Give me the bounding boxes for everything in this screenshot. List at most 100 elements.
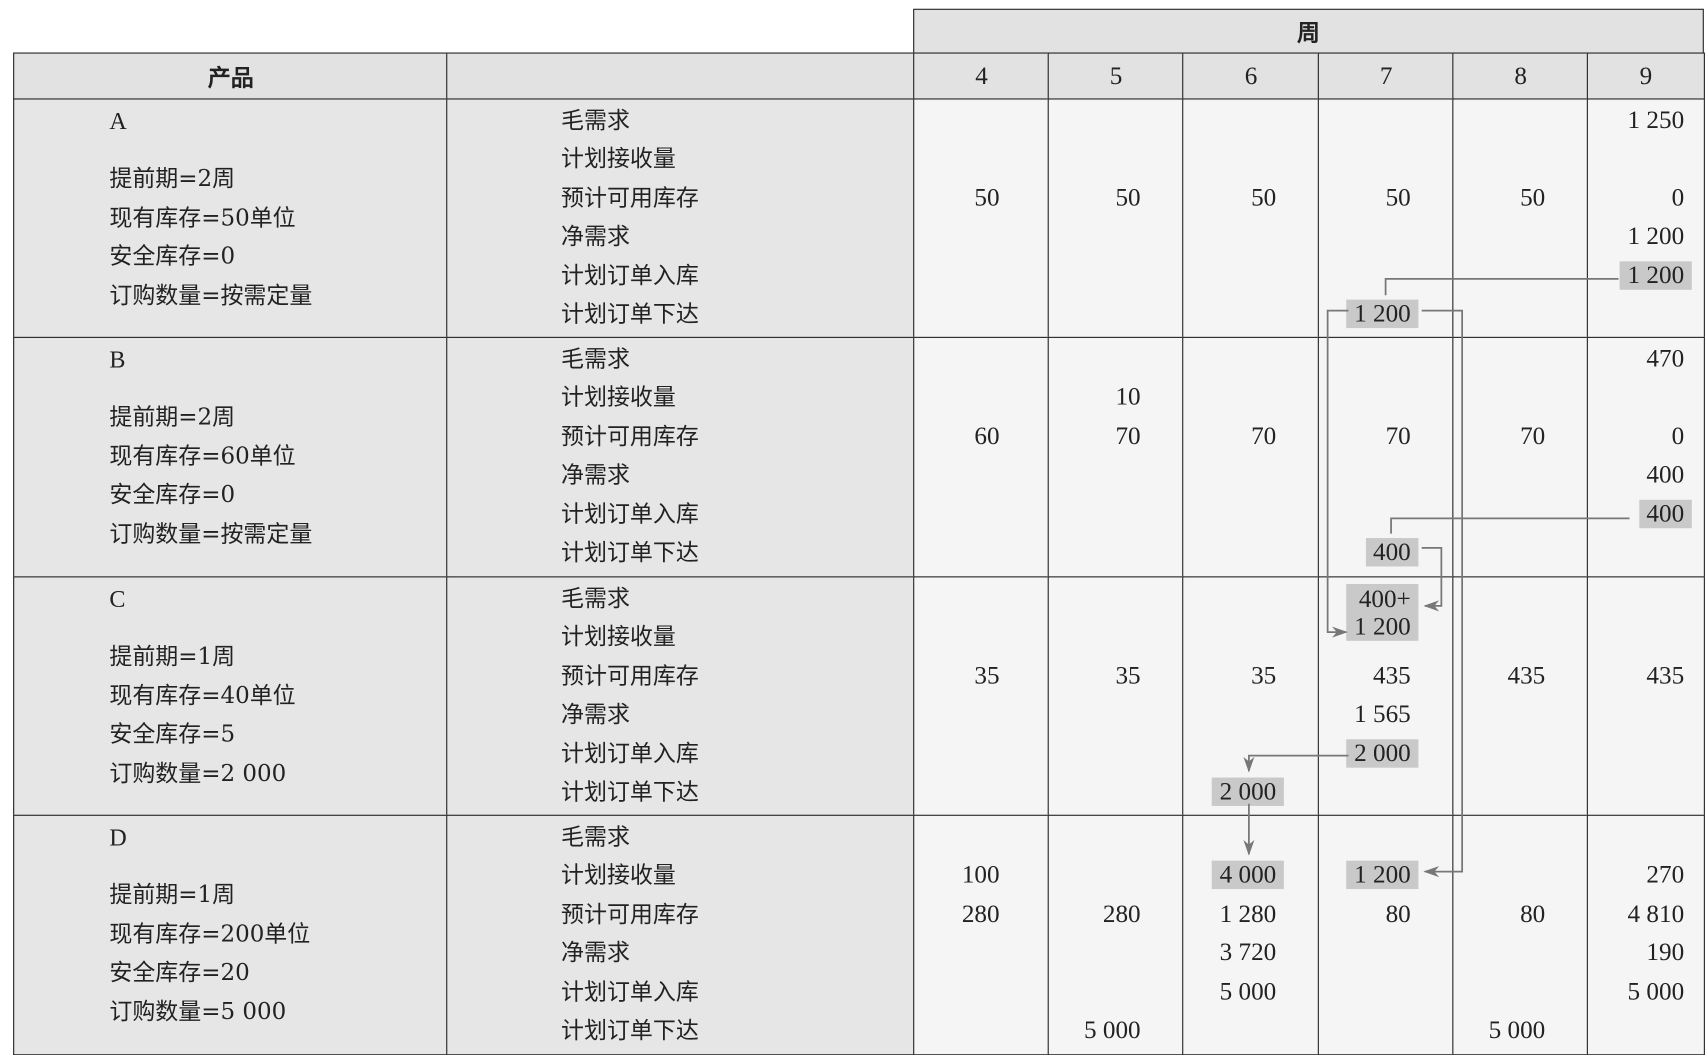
highlighted-value: 4 000 xyxy=(1211,860,1284,890)
row-label: 预计可用库存 xyxy=(561,901,699,928)
week-cell xyxy=(1452,98,1590,340)
week-header-8: 8 xyxy=(1452,52,1590,101)
week-cell xyxy=(1452,336,1590,579)
week-cell xyxy=(1047,98,1185,340)
row-label: 计划订单下达 xyxy=(561,778,699,805)
row-label: 计划接收量 xyxy=(561,145,676,172)
row-label: 毛需求 xyxy=(561,585,630,612)
cell-value: 280 xyxy=(961,900,1000,928)
row-label: 毛需求 xyxy=(561,823,630,850)
row-label-cell xyxy=(446,98,916,340)
product-param: 订购数量=2 000 xyxy=(109,759,287,786)
week-group-header: 周 xyxy=(913,8,1704,55)
week-cell xyxy=(1182,576,1320,817)
cell-value: 435 xyxy=(1507,661,1546,689)
product-name: D xyxy=(109,823,127,851)
product-name: C xyxy=(109,585,126,613)
cell-value: 60 xyxy=(974,422,1000,450)
product-param: 订购数量=按需定量 xyxy=(109,281,313,308)
row-label: 计划接收量 xyxy=(561,861,676,889)
product-param: 提前期=2周 xyxy=(109,403,236,430)
week-header-6: 6 xyxy=(1182,52,1320,101)
highlighted-value: 400+ 1 200 xyxy=(1346,583,1419,641)
row-label: 计划接收量 xyxy=(561,383,676,411)
highlighted-value: 2 000 xyxy=(1211,777,1284,806)
cell-value: 50 xyxy=(1115,183,1141,212)
week-cell xyxy=(1182,814,1320,1055)
week-header-4: 4 xyxy=(913,52,1050,101)
row-label: 净需求 xyxy=(561,223,630,250)
product-cell-D xyxy=(13,814,449,1055)
week-header-5: 5 xyxy=(1047,52,1185,101)
cell-value: 100 xyxy=(961,860,1000,889)
highlighted-value: 400 xyxy=(1638,499,1692,529)
cell-value: 35 xyxy=(974,661,1000,689)
product-cell-C xyxy=(13,576,449,817)
row-label: 计划订单下达 xyxy=(561,1017,699,1044)
cell-value: 280 xyxy=(1102,900,1141,928)
highlighted-value: 1 200 xyxy=(1619,261,1692,290)
product-param: 安全库存=20 xyxy=(109,959,250,986)
row-label: 毛需求 xyxy=(561,345,630,372)
row-label: 预计可用库存 xyxy=(561,423,699,450)
week-header-9: 9 xyxy=(1586,52,1705,101)
product-param: 现有库存=50单位 xyxy=(109,203,296,231)
cell-value: 0 xyxy=(1671,183,1685,212)
product-name: A xyxy=(109,107,127,135)
cell-value: 80 xyxy=(1385,900,1411,928)
cell-value: 435 xyxy=(1646,661,1685,689)
week-cell xyxy=(1182,98,1320,340)
cell-value: 1 280 xyxy=(1219,900,1277,928)
cell-value: 400 xyxy=(1646,460,1685,488)
cell-value: 35 xyxy=(1115,661,1141,689)
week-cell xyxy=(1452,576,1590,817)
cell-value: 50 xyxy=(1251,183,1277,212)
cell-value: 5 000 xyxy=(1084,1015,1141,1044)
product-header: 产品 xyxy=(13,52,449,101)
cell-value: 10 xyxy=(1115,382,1141,411)
week-cell xyxy=(1182,336,1320,579)
row-label: 净需求 xyxy=(561,939,630,966)
product-param: 安全库存=5 xyxy=(109,720,236,747)
week-cell xyxy=(913,336,1050,579)
blank-header xyxy=(446,52,916,101)
cell-value: 50 xyxy=(1520,183,1546,212)
row-label-cell xyxy=(446,576,916,817)
week-cell xyxy=(913,98,1050,340)
product-param: 提前期=1周 xyxy=(109,881,236,908)
week-cell xyxy=(1047,576,1185,817)
cell-value: 80 xyxy=(1520,900,1546,928)
cell-value: 270 xyxy=(1646,860,1685,889)
row-label: 净需求 xyxy=(561,461,630,488)
product-param: 现有库存=200单位 xyxy=(109,920,311,947)
cell-value: 35 xyxy=(1251,661,1277,689)
week-cell xyxy=(1586,814,1705,1055)
row-label-cell xyxy=(446,336,916,579)
highlighted-value: 1 200 xyxy=(1346,860,1419,890)
week-cell xyxy=(913,576,1050,817)
week-cell xyxy=(1586,336,1705,579)
cell-value: 4 810 xyxy=(1627,900,1685,928)
week-cell xyxy=(1586,98,1705,340)
row-label: 预计可用库存 xyxy=(561,662,699,689)
week-cell xyxy=(1586,576,1705,817)
product-param: 提前期=2周 xyxy=(109,165,236,192)
cell-value: 3 720 xyxy=(1219,938,1277,966)
week-cell xyxy=(1047,336,1185,579)
product-param: 订购数量=5 000 xyxy=(109,997,287,1025)
week-cell xyxy=(1317,814,1455,1055)
row-label: 计划订单入库 xyxy=(561,262,699,289)
product-param: 现有库存=60单位 xyxy=(109,442,296,469)
cell-value: 190 xyxy=(1646,938,1685,966)
row-label: 毛需求 xyxy=(561,107,630,134)
product-param: 安全库存=0 xyxy=(109,481,236,508)
product-cell-A xyxy=(13,98,449,340)
cell-value: 70 xyxy=(1115,422,1141,450)
product-param: 订购数量=按需定量 xyxy=(109,520,313,547)
cell-value: 1 250 xyxy=(1627,106,1685,134)
cell-value: 50 xyxy=(974,183,1000,212)
row-label: 计划接收量 xyxy=(561,623,676,650)
highlighted-value: 2 000 xyxy=(1346,739,1419,768)
cell-value: 5 000 xyxy=(1488,1015,1546,1044)
